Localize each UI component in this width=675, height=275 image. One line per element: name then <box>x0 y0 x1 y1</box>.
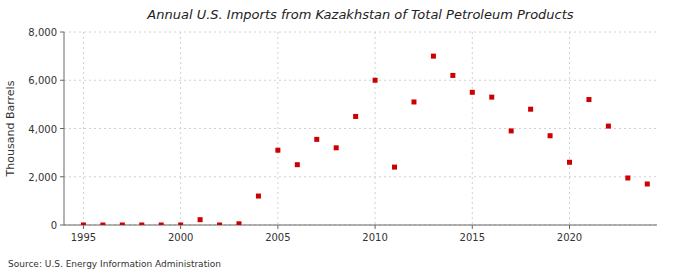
point <box>625 175 630 180</box>
points <box>81 54 650 225</box>
point <box>528 107 533 112</box>
y-grid-line <box>64 32 657 33</box>
y-grid-line <box>64 176 657 177</box>
point <box>275 148 280 153</box>
x-axis-line <box>64 225 657 226</box>
point <box>217 223 222 226</box>
point <box>431 54 436 59</box>
x-tick <box>277 225 278 229</box>
point <box>353 114 358 119</box>
point <box>139 223 144 226</box>
x-grid-line <box>277 32 278 225</box>
point <box>586 97 591 102</box>
y-tick <box>60 32 64 33</box>
point <box>567 160 572 165</box>
x-tick <box>83 225 84 229</box>
x-tick-label: 2000 <box>168 232 193 243</box>
x-tick <box>569 225 570 229</box>
point <box>178 223 183 226</box>
point <box>548 133 553 138</box>
x-grid-line <box>83 32 84 225</box>
point <box>120 223 125 226</box>
y-axis-label: Thousand Barrels <box>4 80 17 177</box>
point <box>100 223 105 226</box>
y-tick-label: 8,000 <box>28 27 57 38</box>
point <box>450 73 455 78</box>
x-tick-label: 2020 <box>557 232 582 243</box>
y-tick <box>60 225 64 226</box>
point <box>256 194 261 199</box>
point <box>236 221 241 225</box>
point <box>392 165 397 170</box>
point <box>295 162 300 167</box>
source-note: Source: U.S. Energy Information Administ… <box>8 259 221 269</box>
y-tick-label: 6,000 <box>28 75 57 86</box>
point <box>606 124 611 129</box>
y-tick-label: 0 <box>51 220 57 231</box>
point <box>470 90 475 95</box>
point <box>314 137 319 142</box>
x-tick-label: 2010 <box>362 232 387 243</box>
x-tick <box>375 225 376 229</box>
x-tick-label: 2005 <box>265 232 290 243</box>
x-grid-line <box>180 32 181 225</box>
y-tick-label: 2,000 <box>28 172 57 183</box>
x-tick-label: 1995 <box>71 232 96 243</box>
point <box>334 145 339 150</box>
x-tick <box>180 225 181 229</box>
point <box>159 223 164 226</box>
y-tick <box>60 176 64 177</box>
point <box>509 128 514 133</box>
point <box>198 217 203 222</box>
y-tick-label: 4,000 <box>28 124 57 135</box>
x-grid-line <box>375 32 376 225</box>
point <box>645 181 650 186</box>
point <box>411 99 416 104</box>
x-grid-line <box>472 32 473 225</box>
y-grid-line <box>64 128 657 129</box>
y-tick <box>60 128 64 129</box>
title: Annual U.S. Imports from Kazakhstan of T… <box>146 7 574 22</box>
y-grid-line <box>64 225 657 226</box>
y-grid-line <box>64 80 657 81</box>
point <box>489 95 494 100</box>
y-tick <box>60 80 64 81</box>
x-grid-line <box>569 32 570 225</box>
point <box>373 78 378 83</box>
grid <box>64 32 657 225</box>
y-axis-line <box>64 32 65 225</box>
x-tick-label: 2015 <box>460 232 485 243</box>
axes: 0 2,000 4,000 6,000 8,000 1995 2000 2005 2010 201… <box>28 27 657 243</box>
point <box>81 223 86 226</box>
x-tick <box>472 225 473 229</box>
chart-container: Annual U.S. Imports from Kazakhstan of T… <box>0 0 675 275</box>
chart: Annual U.S. Imports from Kazakhstan of T… <box>0 0 675 275</box>
